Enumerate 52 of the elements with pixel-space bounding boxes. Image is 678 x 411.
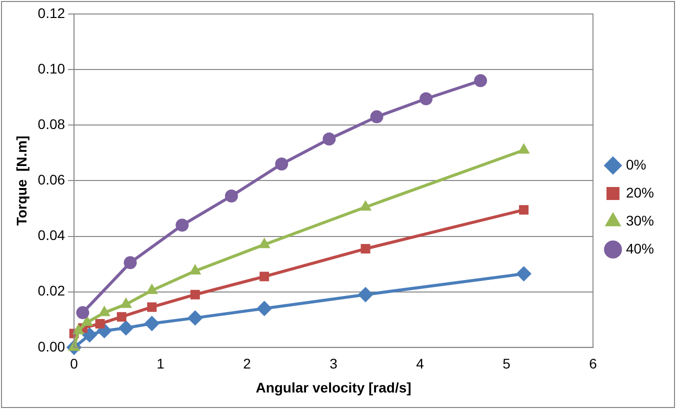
y-tick-label: 0.10 [38,60,66,76]
point [81,316,93,326]
point [420,92,433,106]
y-tick-label: 0.00 [38,338,66,354]
legend-label: 30% [626,212,654,228]
point [256,301,272,316]
point [360,244,370,254]
point [358,287,374,302]
legend-label: 40% [626,240,654,256]
point [72,324,84,334]
point [144,316,160,332]
x-tick-label: 2 [243,356,252,372]
point [76,306,90,320]
x-tick-label: 6 [589,356,598,372]
point [147,302,157,312]
point [95,319,105,329]
point [120,298,132,308]
point [370,110,384,124]
point [98,306,110,316]
y-tick-label: 0.04 [38,227,66,244]
point [82,327,98,342]
x-tick-label: 3 [330,356,338,372]
point [189,264,201,274]
legend-label: 20% [626,184,654,200]
point [360,200,372,211]
x-axis-title: Angular velocity [rad/s] [256,379,412,396]
point [516,266,532,282]
point [275,158,288,171]
point [224,189,238,202]
y-tick-label: 0.08 [38,116,66,132]
legend-label: 0% [626,156,646,172]
y-tick-label: 0.12 [38,4,66,21]
point [116,312,126,322]
point [176,218,189,232]
x-tick-label: 5 [502,356,511,372]
point [519,205,529,215]
x-tick-label: 4 [416,356,424,372]
point [518,144,530,154]
point [322,132,336,146]
x-tick-label: 0 [70,356,78,372]
x-tick-label: 1 [156,356,165,372]
y-tick-label: 0.06 [38,172,66,188]
point [258,238,270,248]
point [190,290,200,300]
point [124,256,137,270]
y-axis-title: Torque [N.m] [13,136,30,226]
y-tick-label: 0.02 [38,282,66,299]
point [260,272,270,282]
point [474,74,488,88]
point [146,284,158,294]
point [118,320,134,336]
point [188,310,203,326]
